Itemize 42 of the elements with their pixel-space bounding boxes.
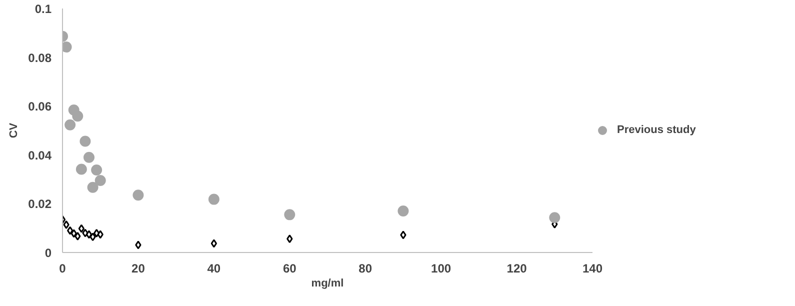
x-tick-label: 60	[282, 262, 297, 276]
legend-label: Previous study	[617, 124, 696, 136]
x-tick-label: 140	[582, 262, 603, 276]
point	[84, 152, 94, 163]
point	[286, 234, 293, 244]
point	[70, 229, 77, 238]
point	[66, 226, 74, 235]
point	[398, 206, 409, 217]
point	[78, 224, 85, 233]
point	[549, 212, 560, 224]
y-tick-label: 0.02	[28, 197, 52, 212]
point	[208, 194, 220, 205]
point	[80, 136, 91, 147]
y-tick-label: 0.1	[34, 2, 52, 16]
point	[94, 175, 106, 186]
x-tick-label: 40	[207, 262, 221, 276]
point	[97, 230, 104, 239]
point	[91, 164, 102, 176]
point	[72, 110, 84, 122]
point	[86, 230, 92, 239]
point	[64, 119, 76, 130]
x-tick-label: 0	[59, 262, 66, 276]
point	[74, 232, 81, 240]
x-tick-label: 80	[358, 262, 372, 276]
y-tick-label: 0	[44, 246, 52, 260]
point	[76, 164, 87, 175]
point	[135, 240, 142, 250]
point	[87, 182, 98, 193]
x-tick-label: 120	[506, 262, 528, 276]
point	[210, 239, 218, 248]
point	[63, 220, 70, 229]
x-axis-title: mg/ml	[311, 278, 344, 290]
x-tick-label: 100	[431, 262, 452, 276]
point	[400, 230, 406, 240]
y-tick-label: 0.08	[28, 50, 52, 65]
y-tick-label: 0.04	[28, 148, 52, 162]
point	[132, 190, 144, 201]
y-tick-label: 0.06	[28, 100, 52, 114]
y-axis-title: CV	[8, 122, 20, 138]
point	[90, 232, 96, 242]
point	[284, 209, 296, 220]
x-tick-label: 20	[132, 262, 146, 276]
